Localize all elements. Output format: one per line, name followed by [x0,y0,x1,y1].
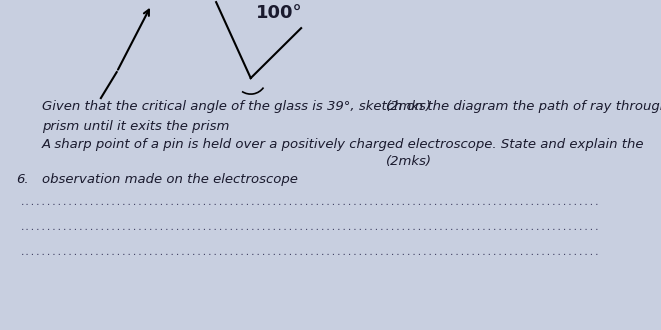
Text: ................................................................................: ........................................… [20,248,601,257]
Text: Given that the critical angle of the glass is 39°, sketch on the diagram the pat: Given that the critical angle of the gla… [42,100,661,113]
Text: prism until it exits the prism: prism until it exits the prism [42,120,229,133]
Text: (2mks): (2mks) [386,155,432,168]
Text: observation made on the electroscope: observation made on the electroscope [42,173,297,186]
Text: (2mks): (2mks) [386,100,432,113]
Text: ................................................................................: ........................................… [20,223,601,232]
Text: A sharp point of a pin is held over a positively charged electroscope. State and: A sharp point of a pin is held over a po… [42,138,644,151]
Text: 100°: 100° [256,4,302,22]
Text: ................................................................................: ........................................… [20,198,601,207]
Text: 6.: 6. [16,173,28,186]
